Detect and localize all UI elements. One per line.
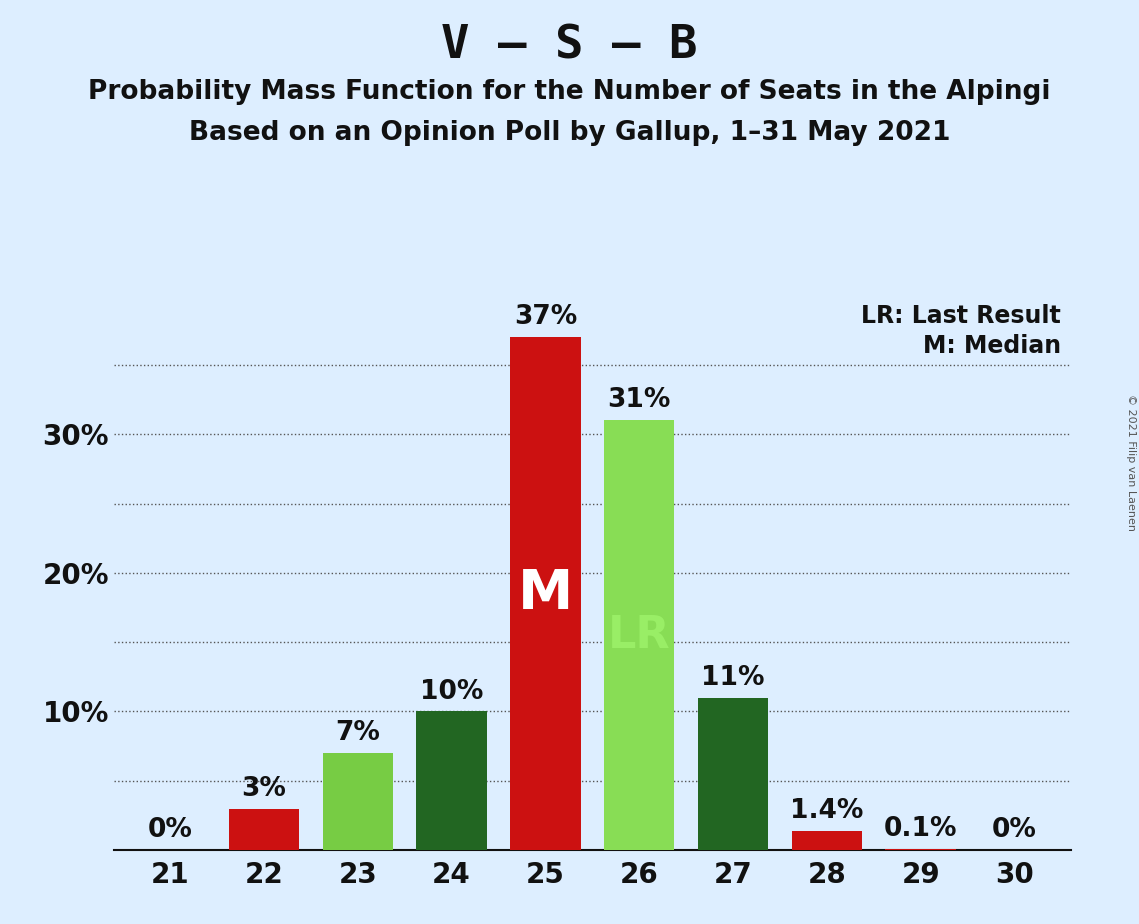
Bar xyxy=(604,420,674,850)
Text: 0%: 0% xyxy=(992,817,1036,843)
Text: 0.1%: 0.1% xyxy=(884,816,958,842)
Bar xyxy=(885,848,956,850)
Text: Probability Mass Function for the Number of Seats in the Alpingi: Probability Mass Function for the Number… xyxy=(88,79,1051,104)
Bar xyxy=(510,337,581,850)
Text: 3%: 3% xyxy=(241,775,286,801)
Bar xyxy=(322,753,393,850)
Text: M: Median: M: Median xyxy=(923,334,1062,359)
Text: 1.4%: 1.4% xyxy=(790,797,863,824)
Text: 11%: 11% xyxy=(702,664,764,691)
Text: LR: LR xyxy=(608,614,671,657)
Text: 10%: 10% xyxy=(420,678,483,704)
Bar xyxy=(229,808,300,850)
Text: © 2021 Filip van Laenen: © 2021 Filip van Laenen xyxy=(1126,394,1136,530)
Bar xyxy=(698,698,768,850)
Text: M: M xyxy=(518,566,573,621)
Text: 37%: 37% xyxy=(514,304,577,331)
Text: 0%: 0% xyxy=(148,817,192,843)
Bar xyxy=(417,711,486,850)
Text: Based on an Opinion Poll by Gallup, 1–31 May 2021: Based on an Opinion Poll by Gallup, 1–31… xyxy=(189,120,950,146)
Bar xyxy=(792,831,862,850)
Text: 7%: 7% xyxy=(335,720,380,747)
Text: LR: Last Result: LR: Last Result xyxy=(861,304,1062,328)
Text: 31%: 31% xyxy=(607,387,671,414)
Text: V – S – B: V – S – B xyxy=(441,23,698,68)
